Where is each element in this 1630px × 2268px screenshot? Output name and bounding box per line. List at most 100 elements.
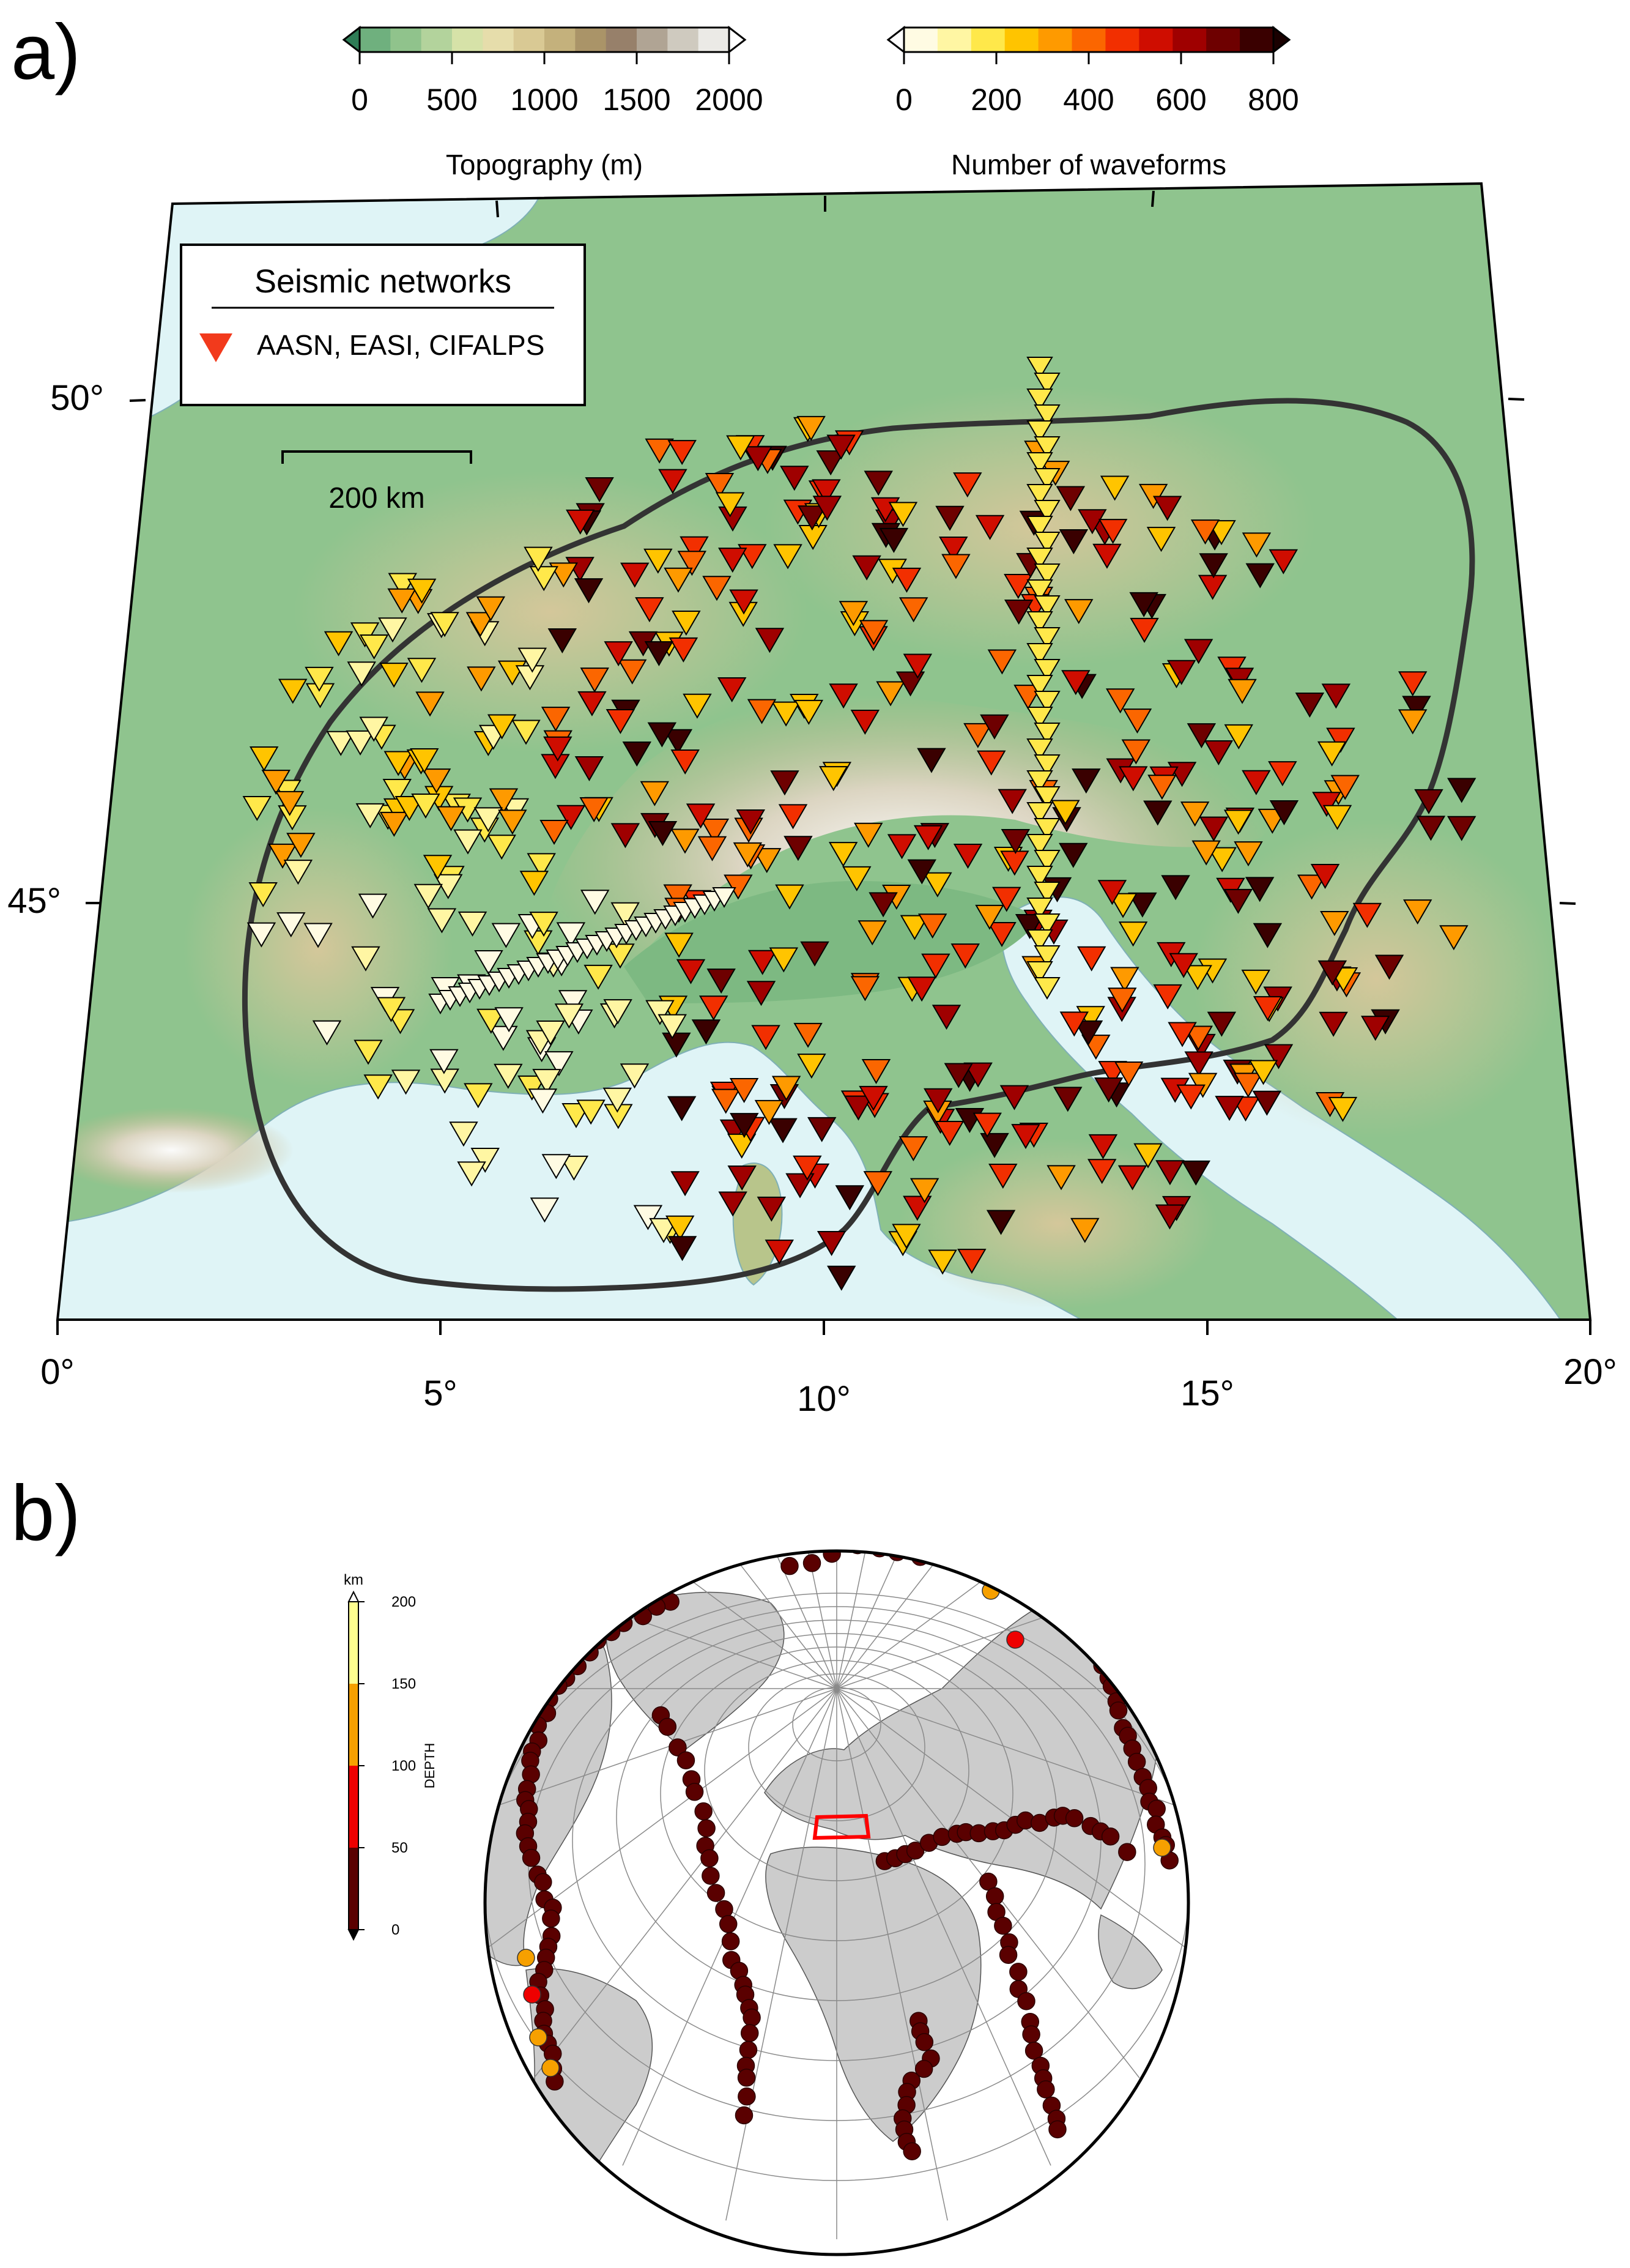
- station-triangle: [1169, 953, 1198, 978]
- earthquake-event: [1010, 1566, 1029, 1585]
- station-triangle: [1034, 563, 1061, 586]
- station-triangle: [1011, 1124, 1040, 1150]
- station-triangle: [794, 699, 824, 725]
- lon-label-20: 20°: [1563, 1352, 1617, 1392]
- earthquake-event: [1028, 1567, 1047, 1585]
- lat-label-50: 50°: [50, 378, 104, 418]
- station-triangle: [326, 731, 355, 756]
- depth-ticks: 200 150 100 50 0: [358, 1594, 416, 1938]
- panel-a-label: a): [11, 9, 81, 96]
- station-triangle: [658, 1014, 687, 1039]
- station-triangle: [1004, 600, 1034, 625]
- station-triangle: [1326, 727, 1355, 753]
- station-triangle: [312, 1020, 342, 1046]
- station-triangle: [359, 716, 388, 742]
- station-triangle: [1051, 800, 1080, 825]
- station-triangle: [527, 853, 556, 879]
- station-triangle: [1264, 1044, 1294, 1069]
- station-triangle: [917, 913, 947, 939]
- station-triangle: [769, 947, 799, 973]
- station-triangle: [700, 819, 730, 844]
- station-triangle: [382, 778, 412, 804]
- station-triangle: [1199, 816, 1229, 842]
- station-triangle: [843, 1095, 873, 1121]
- station-triangle: [248, 882, 278, 907]
- waveform-overflow-triangle: [1272, 25, 1291, 54]
- station-triangle: [407, 578, 437, 604]
- station-triangle: [752, 848, 782, 874]
- station-triangle: [1310, 864, 1340, 890]
- station-triangle: [702, 576, 732, 601]
- waveform-colorbar-cells: [904, 28, 1274, 52]
- earthquake-event: [702, 1867, 720, 1885]
- station-triangle: [539, 820, 569, 846]
- station-triangle: [1097, 880, 1127, 905]
- station-triangle: [730, 1113, 759, 1139]
- station-triangle: [633, 1205, 663, 1230]
- earthquake-event: [970, 1557, 988, 1576]
- station-triangle: [1034, 850, 1061, 872]
- station-triangle: [1184, 1025, 1213, 1051]
- station-triangle: [1297, 874, 1327, 900]
- station-triangle: [1059, 1011, 1089, 1037]
- waveform-color-cell: [937, 28, 972, 52]
- station-triangle: [1242, 532, 1272, 558]
- station-triangle: [649, 1218, 678, 1243]
- station-triangle: [869, 892, 898, 918]
- station-triangle: [676, 959, 706, 984]
- station-triangle: [1026, 898, 1053, 920]
- legend-title: Seismic networks: [254, 263, 511, 300]
- station-triangle: [1402, 696, 1431, 721]
- earthquake-event: [914, 2059, 933, 2078]
- waveform-color-cell: [1105, 28, 1139, 52]
- station-triangle: [1207, 847, 1237, 872]
- station-triangle: [1034, 691, 1061, 713]
- waveform-ticks: 0 200 400 600 800: [895, 52, 1299, 117]
- station-triangle: [835, 1185, 865, 1211]
- waveform-underflow-triangle: [886, 25, 905, 54]
- station-triangle: [494, 1007, 524, 1033]
- station-triangle: [1026, 675, 1053, 697]
- station-triangle: [892, 1224, 921, 1249]
- station-triangle: [395, 796, 424, 822]
- station-triangle: [286, 833, 316, 858]
- station-triangle: [669, 637, 698, 663]
- earthquake-event: [534, 1873, 552, 1892]
- station-triangle: [410, 748, 439, 774]
- station-triangle: [665, 1215, 695, 1241]
- station-triangle: [1026, 611, 1053, 634]
- station-triangle: [746, 981, 776, 1006]
- earthquake-event: [1127, 1752, 1146, 1771]
- station-triangle: [1180, 801, 1210, 827]
- station-triangle: [407, 658, 437, 683]
- earthquake-event: [1077, 1629, 1095, 1648]
- station-triangle: [246, 922, 276, 948]
- station-triangle: [1181, 1160, 1210, 1186]
- station-triangle: [819, 766, 848, 792]
- station-triangle: [606, 943, 635, 969]
- station-triangle: [765, 1240, 794, 1265]
- station-triangle: [1168, 1022, 1197, 1047]
- station-triangle: [663, 884, 692, 910]
- station-triangle: [718, 548, 747, 573]
- station-triangle: [923, 872, 952, 898]
- station-triangle: [358, 893, 388, 919]
- station-triangle: [1328, 1096, 1358, 1122]
- station-triangle: [1034, 818, 1061, 841]
- station-triangle: [556, 805, 586, 830]
- waveform-color-cell: [1172, 28, 1207, 52]
- station-triangle: [1015, 913, 1045, 939]
- station-triangle: [1026, 484, 1053, 507]
- earthquake-event: [685, 1783, 704, 1801]
- station-triangle: [667, 1096, 697, 1121]
- station-triangle: [683, 693, 712, 719]
- earthquake-event: [1147, 1799, 1166, 1818]
- station-triangle: [517, 1075, 547, 1101]
- station-triangle: [487, 835, 516, 860]
- massif-central-hills: [183, 808, 453, 1089]
- station-triangle: [1098, 519, 1128, 545]
- station-region-outline: [242, 398, 1475, 1292]
- station-triangle: [921, 953, 950, 979]
- station-triangle: [544, 1051, 574, 1077]
- station-triangle: [827, 1265, 856, 1291]
